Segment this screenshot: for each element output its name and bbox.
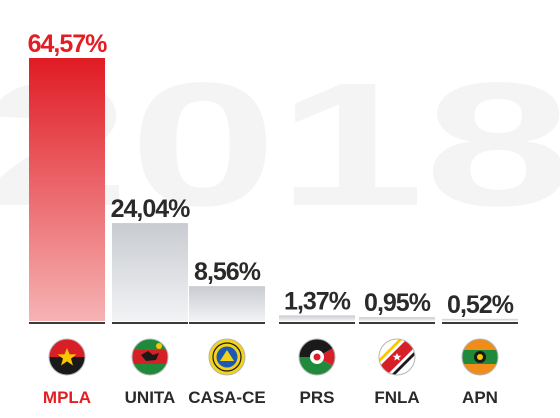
value-label-casa-ce: 8,56% (194, 258, 261, 286)
bars-group (29, 58, 518, 321)
prs-emblem-icon (298, 338, 336, 376)
category-label-fnla: FNLA (374, 388, 419, 407)
category-label-unita: UNITA (125, 388, 176, 407)
value-labels-group: 64,57% 24,04% 8,56% 1,37% 0,95% 0,52% (28, 30, 515, 319)
category-label-casa-ce: CASA-CE (188, 388, 265, 407)
bar-casa-ce (189, 286, 265, 321)
mpla-flag-icon (48, 338, 86, 376)
bar-prs (279, 315, 355, 321)
value-label-prs: 1,37% (284, 287, 351, 315)
category-label-mpla: MPLA (43, 388, 91, 407)
value-label-unita: 24,04% (111, 195, 191, 223)
bar-unita (112, 223, 188, 321)
bar-fnla (359, 317, 435, 321)
fnla-flag-icon (378, 338, 416, 376)
category-label-prs: PRS (300, 388, 335, 407)
value-label-mpla: 64,57% (28, 30, 108, 58)
bar-mpla (29, 58, 105, 321)
category-label-apn: APN (462, 388, 498, 407)
casa-ce-emblem-icon (208, 338, 246, 376)
value-label-fnla: 0,95% (364, 289, 431, 317)
bar-apn (442, 318, 518, 321)
apn-emblem-icon (461, 338, 499, 376)
value-label-apn: 0,52% (447, 291, 514, 319)
unita-flag-icon (131, 338, 169, 376)
